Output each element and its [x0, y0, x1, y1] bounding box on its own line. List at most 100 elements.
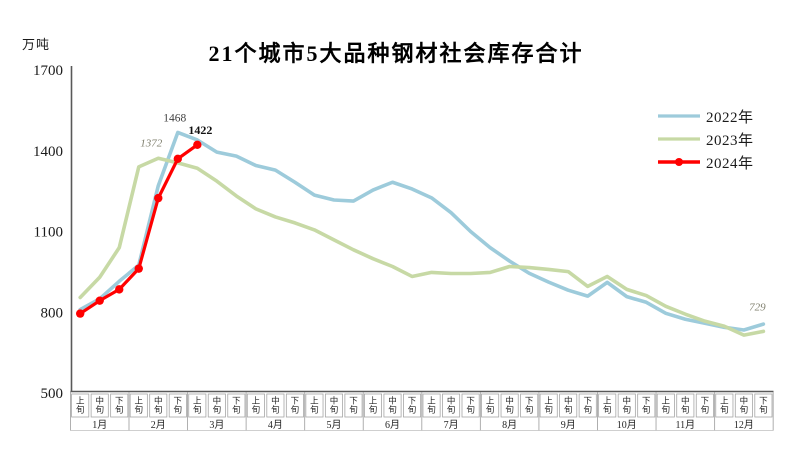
x-axis-period-label: 下旬	[408, 396, 417, 415]
x-axis-period-cell	[324, 393, 343, 418]
x-axis-month-label: 12月	[734, 419, 754, 431]
x-axis-period-cell	[227, 393, 246, 418]
legend-line-2024-icon	[658, 158, 700, 166]
x-axis-period-cell	[403, 393, 422, 418]
x-axis-period-label: 下旬	[701, 396, 710, 415]
x-axis-period-cell	[715, 393, 734, 418]
x-axis-period-label: 中旬	[564, 396, 573, 415]
x-axis-period-label: 中旬	[213, 396, 222, 415]
y-axis-unit-label: 万吨	[22, 37, 51, 52]
series-line-2023年	[78, 156, 766, 337]
x-axis-period-cell	[149, 393, 168, 418]
x-axis-period-cell	[656, 393, 675, 418]
x-axis-period-cell	[129, 393, 148, 418]
x-axis-month-label: 4月	[268, 419, 283, 431]
y-tick-label: 800	[41, 305, 64, 321]
x-axis-period-cell	[734, 393, 753, 418]
x-axis-period-label: 下旬	[232, 396, 241, 415]
x-axis-period-cell	[344, 393, 363, 418]
legend-line-2022-icon	[658, 114, 700, 118]
y-tick-label: 1400	[33, 144, 63, 160]
x-axis-period-cell	[71, 393, 90, 418]
x-axis-period-cell	[285, 393, 304, 418]
series-marker-2024年	[154, 193, 163, 203]
x-axis-period-label: 中旬	[681, 396, 690, 415]
x-axis-period-cell	[363, 393, 382, 418]
series-marker-2024年	[76, 309, 85, 318]
x-axis-period-cell	[188, 393, 207, 418]
x-axis-period-label: 上旬	[193, 396, 202, 415]
x-axis-period-cell	[461, 393, 480, 418]
x-axis-period-cell	[617, 393, 636, 418]
x-axis-period-cell	[637, 393, 656, 418]
x-axis-month-label: 8月	[502, 419, 517, 431]
x-axis-period-cell	[207, 393, 226, 418]
x-axis-period-label: 上旬	[310, 396, 319, 415]
x-axis-period-label: 下旬	[583, 396, 592, 415]
x-axis-period-cell	[168, 393, 187, 418]
legend-item-2022: 2022年	[656, 105, 754, 127]
x-axis-period-cell	[246, 393, 265, 418]
x-axis-period-label: 上旬	[427, 396, 436, 415]
chart-title: 21个城市5大品种钢材社会库存合计	[208, 41, 584, 66]
x-axis-period-cell	[422, 393, 441, 418]
x-axis-period-cell	[305, 393, 324, 418]
x-axis-period-cell	[598, 393, 617, 418]
x-axis-period-label: 中旬	[505, 396, 514, 415]
series-marker-2024年	[95, 296, 104, 305]
x-axis-period-cell	[481, 393, 500, 418]
x-axis-period-label: 上旬	[369, 396, 378, 415]
x-axis-period-cell	[266, 393, 285, 418]
x-axis-period-cell	[578, 393, 597, 418]
x-axis-period-cell	[695, 393, 714, 418]
x-axis-period-label: 上旬	[76, 396, 85, 415]
x-axis-month-label: 10月	[617, 419, 637, 431]
x-axis-period-cell	[110, 393, 129, 418]
legend-label-2023: 2023年	[706, 132, 754, 149]
x-axis-month-label: 5月	[326, 419, 341, 431]
series-marker-2024年	[134, 264, 143, 273]
x-axis-month-label: 2月	[151, 419, 166, 431]
x-axis-period-label: 下旬	[115, 396, 124, 415]
x-axis-period-cell	[559, 393, 578, 418]
x-axis-period-label: 中旬	[95, 396, 104, 415]
x-axis-period-label: 下旬	[291, 396, 300, 415]
y-tick-label: 1700	[33, 63, 63, 79]
x-axis-period-cell	[442, 393, 461, 418]
legend-label-2024: 2024年	[706, 155, 754, 172]
data-label-1422: 1422	[188, 123, 212, 137]
series-marker-2024年	[193, 140, 202, 150]
legend-item-2023: 2023年	[656, 128, 754, 150]
x-axis-period-cell	[520, 393, 539, 418]
x-axis-period-label: 上旬	[720, 396, 729, 415]
x-axis-period-cell	[676, 393, 695, 418]
data-label-729: 729	[749, 301, 766, 313]
x-axis-month-label: 6月	[385, 419, 400, 431]
x-axis-period-label: 上旬	[252, 396, 261, 415]
x-axis-period-cell	[754, 393, 773, 418]
x-axis-period-label: 下旬	[642, 396, 651, 415]
x-axis-period-label: 中旬	[623, 396, 632, 415]
data-label-1372: 1372	[140, 137, 163, 149]
x-axis-period-label: 上旬	[135, 396, 144, 415]
y-tick-label: 1100	[34, 225, 63, 241]
x-axis-period-label: 下旬	[174, 396, 183, 415]
x-axis-period-label: 上旬	[544, 396, 553, 415]
x-axis-period-label: 上旬	[486, 396, 495, 415]
x-axis-period-cell	[500, 393, 519, 418]
x-axis-period-cell	[383, 393, 402, 418]
x-axis-month-label: 7月	[444, 419, 459, 431]
x-axis-month-label: 11月	[675, 419, 695, 431]
series-line-2022年	[78, 130, 766, 332]
x-axis-period-label: 下旬	[349, 396, 358, 415]
legend-line-2023-icon	[658, 137, 700, 141]
x-axis-period-label: 中旬	[447, 396, 456, 415]
x-axis-month-label: 1月	[92, 419, 107, 431]
x-axis-period-label: 下旬	[525, 396, 534, 415]
x-axis-period-cell	[90, 393, 109, 418]
x-axis-period-label: 中旬	[154, 396, 163, 415]
legend: 2022年 2023年 2024年	[656, 105, 754, 173]
y-tick-label: 500	[41, 386, 64, 402]
x-axis-period-label: 中旬	[330, 396, 339, 415]
